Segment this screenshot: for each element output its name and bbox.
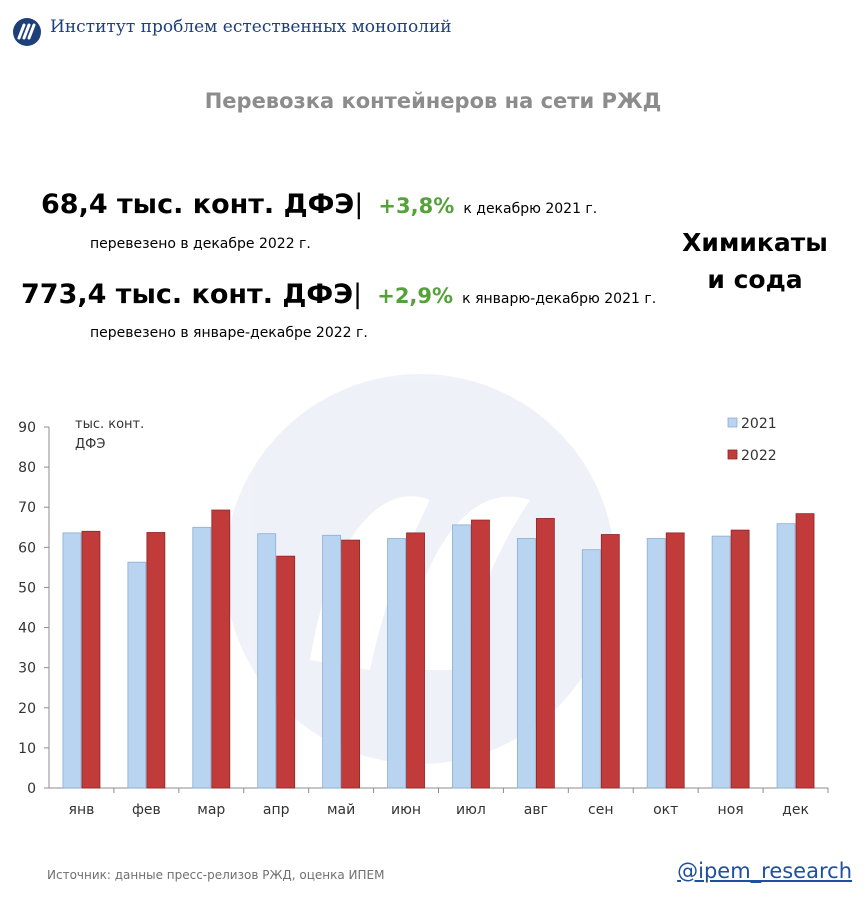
org-name: Институт проблем естественных монополий (50, 17, 452, 37)
bar-2022-авг (535, 518, 555, 789)
bar-2021-авг (516, 538, 536, 789)
bar-2021-июн (387, 538, 406, 789)
legend-label-2022: 2022 (741, 448, 777, 464)
legend-swatch-2021 (727, 417, 738, 428)
y-tick-label: 0 (27, 781, 36, 797)
bar-2022-фев (146, 532, 166, 789)
bar-chart: 0 10 20 30 40 50 60 70 80 90 янв фев мар апр май июн июл… (18, 374, 829, 818)
stat-year-note: перевезено в январе-декабре 2022 г. (90, 325, 368, 341)
x-tick-label: авг (524, 802, 548, 818)
source-note: Источник: данные пресс-релизов РЖД, оцен… (47, 868, 385, 882)
bar-2022-май (341, 539, 361, 789)
x-tick-label: дек (782, 802, 809, 818)
x-tick-label: янв (69, 802, 95, 818)
bar-2022-ноя (730, 529, 750, 789)
x-tick-label: июл (456, 802, 486, 818)
stat-december: 68,4 тыс. конт. ДФЭ| +3,8% к декабрю 202… (41, 189, 597, 220)
x-tick-label: окт (653, 802, 678, 818)
social-handle-link[interactable]: @ipem_research (677, 859, 852, 883)
stat-december-comparison: к декабрю 2021 г. (463, 201, 598, 217)
bar-2021-дек (776, 523, 796, 789)
x-tick-label: мар (197, 802, 225, 818)
y-tick-label: 20 (18, 701, 36, 717)
stat-december-value: 68,4 тыс. конт. ДФЭ (41, 189, 355, 220)
y-axis-label-unit: ДФЭ (75, 437, 105, 452)
bar-2021-фев (127, 561, 147, 789)
x-tick-label: май (327, 802, 355, 818)
stat-year-change: +2,9% (377, 284, 454, 308)
cargo-category: Химикаты и сода (670, 224, 840, 298)
y-tick-label: 70 (18, 500, 36, 516)
x-tick-label: фев (132, 802, 161, 818)
y-tick-label: 10 (18, 741, 36, 757)
bar-2022-июл (471, 519, 490, 789)
cargo-category-line1: Химикаты (682, 228, 828, 257)
bar-2021-мар (192, 526, 212, 789)
bar-2022-мар (211, 509, 231, 789)
cargo-category-line2: и сода (707, 265, 803, 294)
bar-2022-апр (276, 555, 296, 789)
bar-2021-ноя (711, 535, 731, 789)
x-tick-label: ноя (718, 802, 744, 818)
bar-2021-май (322, 534, 342, 789)
bar-2021-апр (257, 533, 277, 789)
bar-2022-сен (600, 534, 620, 789)
y-tick-label: 90 (18, 420, 36, 436)
stat-december-change: +3,8% (378, 194, 455, 218)
bar-2022-дек (795, 513, 815, 789)
bar-2022-янв (81, 530, 101, 789)
y-tick-label: 60 (18, 540, 36, 556)
y-tick-label: 40 (18, 621, 36, 637)
stat-separator: | (354, 189, 364, 220)
y-tick-label: 30 (18, 661, 36, 677)
bar-2022-июн (406, 532, 425, 789)
y-axis-label: тыс. конт. (75, 417, 144, 432)
stat-year-value: 773,4 тыс. конт. ДФЭ (21, 279, 354, 310)
bar-2021-сен (581, 549, 601, 789)
stat-year-comparison: к январю-декабрю 2021 г. (462, 291, 657, 307)
stat-december-note: перевезено в декабре 2022 г. (90, 236, 311, 252)
x-tick-label: сен (588, 802, 613, 818)
bar-2022-окт (665, 532, 685, 789)
legend-label-2021: 2021 (741, 416, 777, 432)
stat-year: 773,4 тыс. конт. ДФЭ| +2,9% к январю-дек… (21, 279, 656, 310)
bar-2021-янв (62, 532, 82, 789)
bar-2021-июл (452, 524, 471, 789)
bar-2021-окт (646, 538, 666, 789)
x-tick-label: апр (263, 802, 290, 818)
y-tick-label: 80 (18, 460, 36, 476)
x-tick-label: июн (391, 802, 421, 818)
y-tick-label: 50 (18, 580, 36, 596)
ipem-logo-icon (13, 18, 41, 46)
stat-separator: | (353, 279, 363, 310)
legend-swatch-2022 (727, 449, 738, 460)
page-title: Перевозка контейнеров на сети РЖД (204, 89, 662, 113)
